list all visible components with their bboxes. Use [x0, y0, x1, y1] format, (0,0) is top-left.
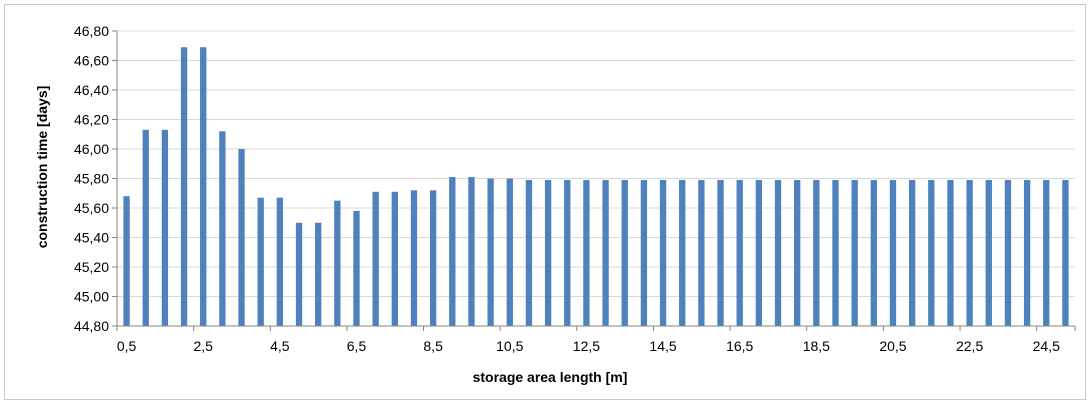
x-tick-label: 22,5 [956, 338, 983, 354]
y-tick-label: 45,40 [74, 230, 109, 246]
x-tick-label: 0,5 [117, 338, 137, 354]
bars [123, 47, 1069, 326]
y-tick-label: 45,20 [74, 259, 109, 275]
bar [200, 47, 207, 326]
bar [1062, 179, 1069, 326]
axes [112, 30, 1076, 331]
bar [161, 129, 169, 326]
x-tick-label: 2,5 [193, 338, 213, 354]
bar [449, 177, 456, 326]
x-tick-labels: 0,5 2,5 4,5 6,5 8,5 10,5 12,5 14,5 16,5 18,5 20,5 2… [117, 338, 1060, 354]
bar [602, 179, 609, 326]
y-tick-labels: 44,80 45,00 45,20 45,40 45,60 45,80 46,00 46,20… [74, 23, 109, 334]
y-tick-label: 46,80 [74, 23, 109, 39]
bar [353, 210, 360, 326]
bar [410, 190, 418, 326]
bar [257, 197, 264, 326]
bar [659, 179, 667, 326]
bar [985, 179, 992, 326]
grid-lines [117, 30, 1075, 327]
bar [468, 177, 475, 326]
y-tick-label: 46,00 [74, 141, 109, 157]
y-tick-label: 44,80 [74, 318, 109, 334]
y-tick-label: 45,00 [74, 289, 109, 305]
y-tick-label: 46,60 [74, 53, 109, 69]
x-tick-label: 16,5 [726, 338, 753, 354]
bar [583, 179, 590, 326]
bar [123, 196, 130, 326]
bar [794, 179, 801, 326]
x-tick-label: 24,5 [1033, 338, 1060, 354]
y-axis-title: construction time [days] [34, 86, 50, 249]
bar [238, 149, 245, 326]
bar [525, 179, 533, 326]
bar [870, 179, 877, 326]
y-tick-label: 45,60 [74, 200, 109, 216]
x-tick-label: 20,5 [879, 338, 906, 354]
x-tick-label: 12,5 [573, 338, 600, 354]
bar [506, 178, 513, 326]
bar [755, 179, 763, 326]
bar [1043, 179, 1050, 326]
bar [889, 179, 897, 326]
x-tick-label: 4,5 [270, 338, 290, 354]
bar [1023, 179, 1031, 326]
bar [947, 179, 954, 326]
bar [219, 131, 226, 326]
bar [640, 179, 648, 326]
bar [832, 179, 839, 326]
bar [334, 200, 341, 326]
bar [372, 191, 379, 326]
bar [315, 222, 322, 326]
bar [813, 179, 820, 326]
bar [142, 129, 149, 326]
bar [698, 179, 705, 326]
bar [717, 179, 724, 326]
bar [736, 179, 743, 326]
bar [391, 191, 398, 326]
y-tick-label: 46,20 [74, 112, 109, 128]
bar [774, 179, 782, 326]
bar [544, 179, 552, 326]
x-tick-label: 8,5 [423, 338, 443, 354]
y-tick-label: 45,80 [74, 171, 109, 187]
bar-chart: 44,80 45,00 45,20 45,40 45,60 45,80 46,00 46,20… [34, 23, 1076, 385]
bar [966, 179, 973, 326]
bar [180, 47, 188, 326]
bar [295, 222, 303, 326]
bar [928, 179, 935, 326]
y-tick-label: 46,40 [74, 82, 109, 98]
chart-frame: 44,80 45,00 45,20 45,40 45,60 45,80 46,00 46,20… [4, 4, 1086, 400]
bar [487, 178, 494, 326]
bar [908, 179, 916, 326]
x-tick-label: 14,5 [649, 338, 676, 354]
bar [1004, 179, 1012, 326]
bar [564, 179, 571, 326]
x-tick-label: 10,5 [496, 338, 523, 354]
x-axis-title: storage area length [m] [473, 369, 628, 385]
bar [679, 179, 686, 326]
bar [276, 197, 284, 326]
x-tick-label: 18,5 [803, 338, 830, 354]
bar [851, 179, 858, 326]
x-tick-label: 6,5 [347, 338, 367, 354]
bar [429, 190, 437, 326]
bar [621, 179, 628, 326]
